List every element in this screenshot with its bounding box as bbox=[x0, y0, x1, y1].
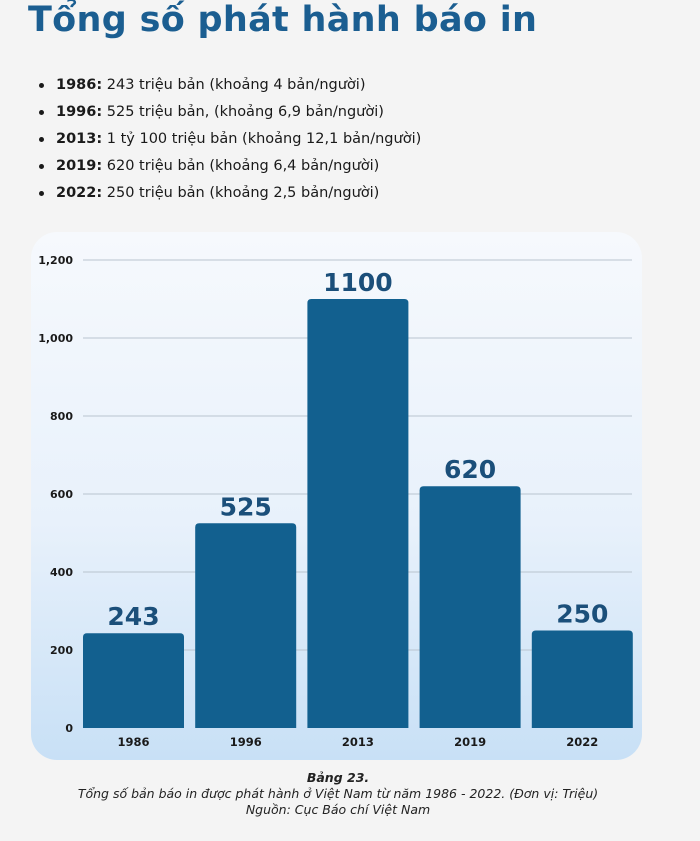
x-tick-label: 2013 bbox=[342, 735, 374, 749]
bar-2013 bbox=[307, 299, 409, 728]
bullet-icon bbox=[39, 137, 44, 142]
fact-year: 1996: bbox=[56, 104, 103, 120]
y-tick-label: 1,000 bbox=[38, 332, 73, 345]
bullet-icon bbox=[39, 164, 44, 169]
fact-item: 2022: 250 triệu bản (khoảng 2,5 bản/ngườ… bbox=[36, 180, 421, 207]
data-label: 525 bbox=[220, 492, 272, 521]
y-tick-label: 400 bbox=[50, 566, 73, 579]
fact-item: 1986: 243 triệu bản (khoảng 4 bản/người) bbox=[36, 72, 421, 99]
fact-text: 525 triệu bản, (khoảng 6,9 bản/người) bbox=[102, 104, 384, 120]
y-tick-label: 600 bbox=[50, 488, 73, 501]
bullet-icon bbox=[39, 110, 44, 115]
x-tick-label: 2019 bbox=[454, 735, 486, 749]
fact-year: 2019: bbox=[56, 158, 103, 174]
page-title: Tổng số phát hành báo in bbox=[28, 0, 538, 40]
fact-year: 2013: bbox=[56, 131, 103, 147]
bar-1986 bbox=[83, 633, 184, 728]
bullet-icon bbox=[39, 83, 44, 88]
bar-1996 bbox=[195, 523, 297, 728]
fact-text: 243 triệu bản (khoảng 4 bản/người) bbox=[102, 77, 366, 93]
caption-source: Nguồn: Cục Báo chí Việt Nam bbox=[245, 802, 431, 817]
bullet-icon bbox=[39, 191, 44, 196]
fact-text: 1 tỷ 100 triệu bản (khoảng 12,1 bản/ngườ… bbox=[102, 131, 422, 147]
x-tick-label: 1986 bbox=[117, 735, 149, 749]
caption: Bảng 23. Tổng số bản báo in được phát hà… bbox=[0, 770, 676, 818]
facts-list: 1986: 243 triệu bản (khoảng 4 bản/người)… bbox=[36, 72, 421, 207]
fact-item: 2019: 620 triệu bản (khoảng 6,4 bản/ngườ… bbox=[36, 153, 421, 180]
bar-2019 bbox=[419, 486, 521, 728]
data-label: 243 bbox=[107, 602, 159, 631]
y-tick-label: 200 bbox=[50, 644, 73, 657]
data-label: 620 bbox=[444, 455, 496, 484]
x-tick-label: 1996 bbox=[230, 735, 262, 749]
y-tick-label: 0 bbox=[65, 722, 73, 735]
data-label: 250 bbox=[556, 600, 608, 629]
caption-label: Bảng 23. bbox=[306, 770, 370, 785]
fact-text: 620 triệu bản (khoảng 6,4 bản/người) bbox=[102, 158, 380, 174]
caption-description: Tổng số bản báo in được phát hành ở Việt… bbox=[77, 786, 599, 801]
bar-2022 bbox=[531, 630, 633, 728]
y-tick-label: 1,200 bbox=[38, 254, 73, 267]
fact-year: 2022: bbox=[56, 185, 103, 201]
fact-item: 2013: 1 tỷ 100 triệu bản (khoảng 12,1 bả… bbox=[36, 126, 421, 153]
x-tick-label: 2022 bbox=[566, 735, 598, 749]
y-tick-label: 800 bbox=[50, 410, 73, 423]
data-label: 1100 bbox=[323, 268, 393, 297]
fact-text: 250 triệu bản (khoảng 2,5 bản/người) bbox=[102, 185, 380, 201]
fact-year: 1986: bbox=[56, 77, 103, 93]
fact-item: 1996: 525 triệu bản, (khoảng 6,9 bản/ngư… bbox=[36, 99, 421, 126]
